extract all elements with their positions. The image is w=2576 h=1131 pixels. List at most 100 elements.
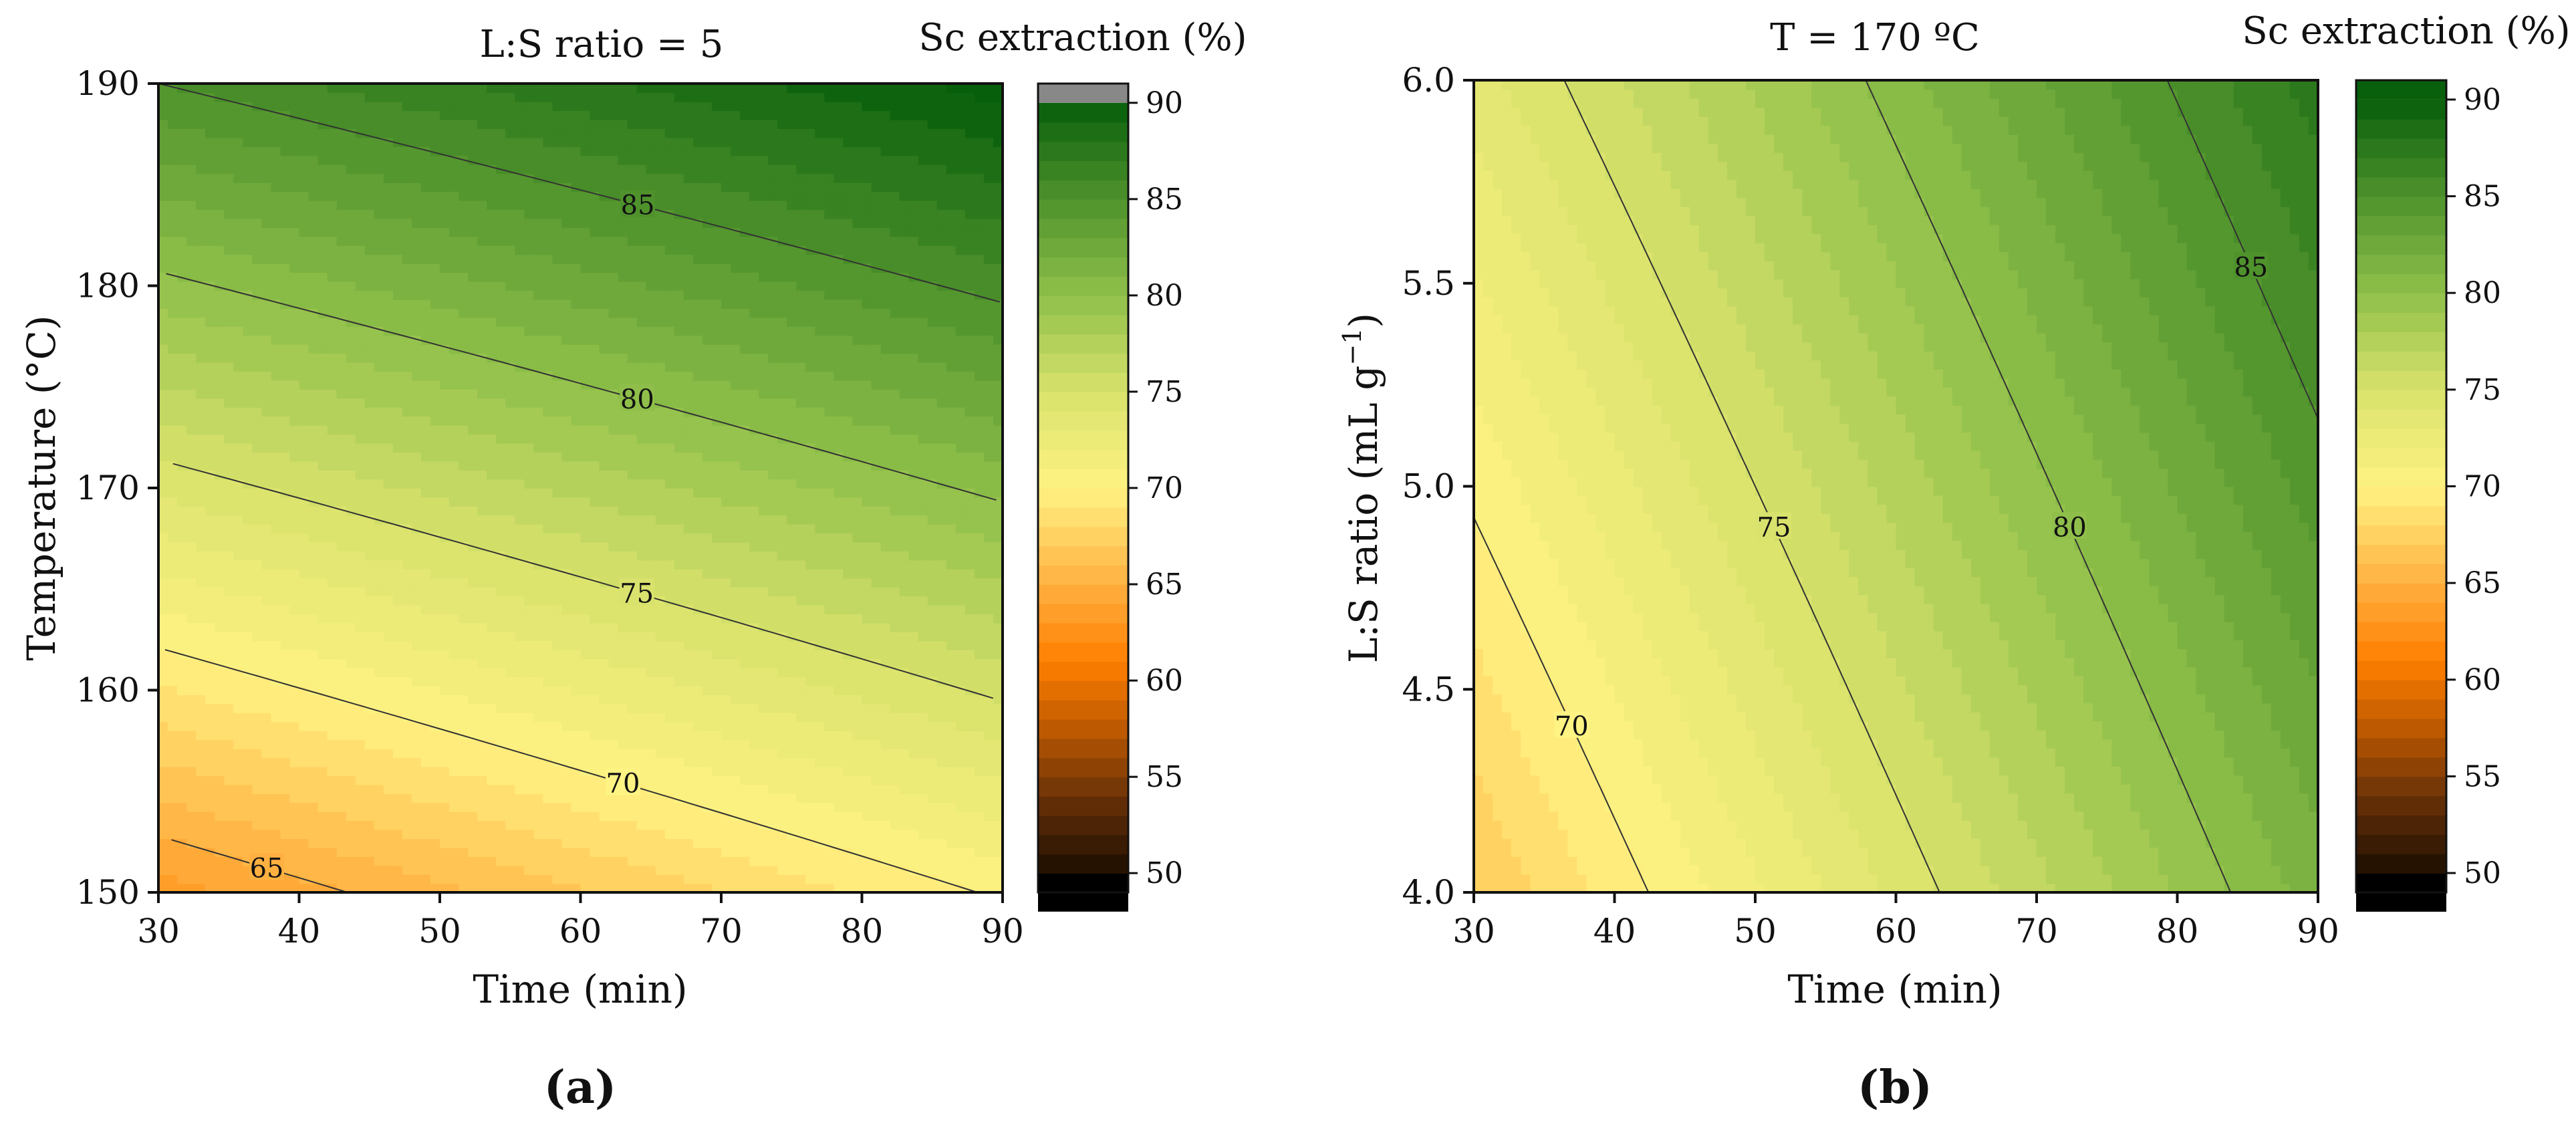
- contour-cell: [374, 470, 384, 480]
- contour-cell: [224, 533, 235, 543]
- contour-cell: [215, 703, 225, 713]
- contour-cell: [608, 146, 619, 156]
- contour-cell: [449, 128, 459, 138]
- contour-cell: [505, 380, 516, 390]
- contour-cell: [580, 739, 591, 749]
- contour-cell: [243, 569, 253, 579]
- contour-cell: [608, 398, 619, 408]
- contour-cell: [243, 541, 253, 551]
- contour-cell: [252, 622, 263, 632]
- contour-cell: [299, 632, 309, 642]
- contour-cell: [374, 362, 384, 372]
- contour-cell: [402, 182, 412, 193]
- contour-cell: [636, 622, 647, 632]
- contour-cell: [420, 371, 431, 381]
- contour-cell: [449, 596, 459, 606]
- contour-cell: [299, 92, 309, 102]
- contour-cell: [580, 802, 591, 812]
- contour-cell: [177, 281, 187, 291]
- contour-cell: [561, 497, 572, 507]
- contour-cell: [177, 146, 187, 156]
- contour-cell: [487, 847, 497, 858]
- contour-cell: [252, 182, 263, 193]
- contour-cell: [327, 667, 338, 678]
- contour-cell: [515, 155, 525, 165]
- contour-cell: [364, 101, 375, 112]
- contour-cell: [327, 92, 338, 102]
- contour-cell: [392, 344, 403, 354]
- contour-cell: [496, 856, 507, 866]
- contour-cell: [655, 748, 666, 759]
- contour-cell: [364, 497, 375, 507]
- contour-cell: [543, 721, 553, 731]
- contour-cell: [515, 640, 525, 650]
- contour-cell: [280, 308, 291, 318]
- contour-cell: [224, 569, 235, 579]
- contour-cell: [449, 604, 459, 615]
- contour-cell: [196, 137, 206, 147]
- contour-cell: [646, 838, 656, 848]
- contour-cell: [271, 84, 281, 94]
- contour-cell: [186, 515, 197, 525]
- contour-cell: [317, 236, 328, 246]
- contour-cell: [327, 272, 338, 282]
- contour-cell: [590, 488, 600, 498]
- contour-cell: [571, 856, 582, 866]
- contour-cell: [364, 218, 375, 228]
- contour-cell: [402, 766, 412, 777]
- contour-cell: [271, 146, 281, 156]
- contour-cell: [383, 110, 394, 120]
- contour-cell: [336, 614, 347, 624]
- contour-cell: [177, 748, 187, 759]
- contour-cell: [364, 650, 375, 660]
- contour-cell: [459, 290, 469, 300]
- contour-cell: [402, 784, 412, 794]
- contour-cell: [177, 416, 187, 426]
- contour-cell: [215, 299, 225, 309]
- contour-cell: [177, 84, 187, 94]
- contour-cell: [336, 793, 347, 803]
- contour-cell: [468, 856, 478, 866]
- contour-cell: [411, 191, 422, 201]
- contour-cell: [364, 731, 375, 741]
- contour-cell: [449, 416, 459, 426]
- contour-cell: [308, 632, 319, 642]
- contour-cell: [561, 874, 572, 884]
- contour-cell: [252, 640, 263, 650]
- contour-cell: [543, 335, 553, 345]
- contour-cell: [205, 533, 215, 543]
- contour-cell: [411, 84, 422, 94]
- contour-cell: [599, 155, 610, 165]
- contour-cell: [505, 793, 516, 803]
- contour-cell: [346, 838, 356, 848]
- contour-cell: [420, 137, 431, 147]
- contour-cell: [392, 236, 403, 246]
- contour-cell: [158, 721, 168, 731]
- contour-cell: [543, 551, 553, 561]
- contour-cell: [308, 515, 319, 525]
- contour-cell: [215, 721, 225, 731]
- contour-cell: [158, 308, 168, 318]
- contour-cell: [515, 820, 525, 830]
- contour-cell: [664, 614, 675, 624]
- contour-cell: [177, 137, 187, 147]
- contour-cell: [186, 811, 197, 822]
- contour-cell: [618, 650, 628, 660]
- contour-cell: [420, 497, 431, 507]
- contour-cell: [205, 236, 215, 246]
- contour-cell: [271, 317, 281, 327]
- contour-cell: [580, 713, 591, 723]
- contour-cell: [627, 533, 638, 543]
- contour-cell: [346, 793, 356, 803]
- contour-cell: [346, 523, 356, 534]
- contour-cell: [618, 847, 628, 858]
- contour-cell: [496, 299, 507, 309]
- contour-cell: [505, 434, 516, 444]
- contour-cell: [674, 838, 684, 848]
- contour-cell: [608, 695, 619, 705]
- contour-cell: [477, 263, 487, 273]
- contour-cell: [496, 784, 507, 794]
- contour-cell: [374, 578, 384, 588]
- contour-cell: [327, 389, 338, 399]
- contour-cell: [392, 182, 403, 193]
